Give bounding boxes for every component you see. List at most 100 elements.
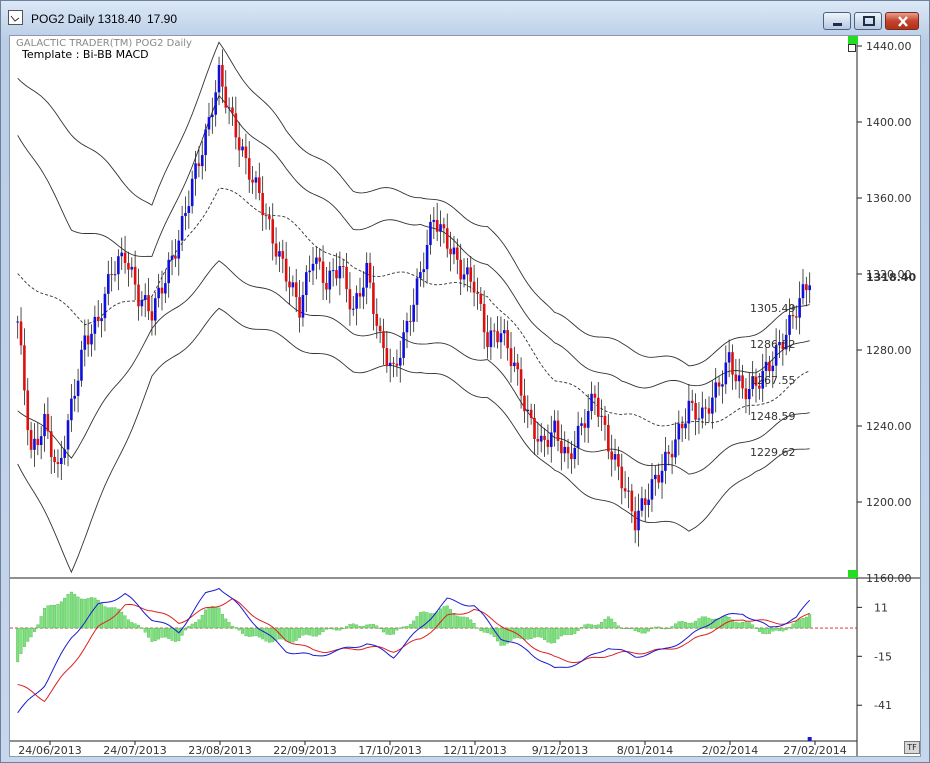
macd-histogram-bar [804,616,808,629]
macd-histogram-bar [657,626,661,629]
panel-options-icon[interactable] [848,44,856,52]
macd-histogram-bar [375,625,379,629]
macd-histogram-bar [392,627,395,635]
candle-body [808,285,811,291]
candle-body [476,292,479,294]
macd-histogram-bar [610,618,614,629]
macd-histogram-bar [731,619,734,629]
macd-histogram-bar [53,604,57,629]
candle-body [301,295,305,318]
candle-body [385,348,389,367]
macd-histogram-bar [385,627,389,635]
candle-body [650,479,654,500]
candle-body [425,244,429,270]
macd-histogram-bar [153,627,157,642]
macd-histogram-bar [284,627,288,642]
macd-histogram-bar [123,615,127,629]
bb-mid-line [17,187,810,427]
candle-body [345,266,348,290]
macd-histogram-bar [499,627,503,646]
time-tick-label: 9/12/2013 [532,744,588,756]
candle-body [415,278,419,305]
candle-body [711,397,714,414]
macd-histogram-bar [190,623,194,629]
candle-body [496,331,499,343]
candle-body [402,332,405,358]
macd-histogram-bar [311,627,315,637]
macd-tick-label: 11 [874,601,888,614]
macd-histogram-bar [486,627,489,634]
candle-body [469,267,473,282]
macd-histogram-bar [482,627,486,633]
candle-body [583,423,587,428]
candle-body [180,216,184,241]
candle-body [258,177,261,194]
macd-histogram-bar [227,622,231,629]
candle-body [721,384,724,387]
macd-histogram-bar [244,627,248,637]
candle-body [66,420,70,450]
macd-histogram-bar [264,627,268,642]
maximize-button[interactable] [854,12,882,30]
candle-body [603,415,607,425]
macd-histogram-bar [338,627,342,631]
timeframe-button[interactable]: TF [904,741,920,754]
candle-body [486,332,489,348]
candle-body [502,330,506,334]
macd-histogram-bar [22,627,26,647]
candle-body [362,287,365,297]
macd-histogram-bar [157,627,161,640]
macd-histogram-bar [741,621,745,629]
macd-histogram-bar [808,614,812,629]
scale-handle-divider[interactable] [848,570,858,578]
macd-histogram-bar [254,627,258,637]
macd-histogram-bar [214,606,218,629]
candle-body [459,259,462,280]
candle-body [553,420,556,433]
chart-svg[interactable]: 1440.00 1400.00 1360.00 1320.00 1280.00 1240.… [10,36,920,756]
bb-outer-lower [17,307,810,574]
title-bar[interactable]: POG2 Daily 1318.40 17.90 [1,1,929,35]
candle-body [113,274,117,276]
macd-histogram-bar [600,622,604,629]
candle-body [690,400,694,404]
macd-histogram-bar [83,599,87,629]
macd-histogram-bar [210,606,214,629]
macd-histogram-bar [19,627,23,654]
candle-body [43,414,46,437]
price-tick-label: 1440.00 [866,40,912,53]
macd-histogram-bar [576,627,580,631]
macd-histogram-bar [36,624,40,629]
candle-body [533,417,536,439]
candle-body [640,498,644,511]
close-button[interactable] [885,12,919,30]
macd-histogram-bar [623,627,627,630]
candle-body [355,293,358,309]
macd-histogram-bar [103,606,107,629]
macd-histogram-bar [556,627,560,640]
macd-histogram-bar [522,627,526,640]
candle-body [744,388,748,400]
candle-body [647,499,650,505]
macd-histogram-bar [764,627,768,635]
macd-histogram-bar [422,611,426,629]
candle-body [392,362,395,364]
price-tick-label: 1320.00 [866,268,912,281]
candle-body [774,345,778,366]
macd-histogram-bar [653,626,657,629]
candle-body [637,510,640,531]
candle-body [449,248,452,255]
macd-histogram-bar [197,619,201,629]
candle-body [237,137,241,151]
candle-body [153,298,157,321]
candle-body [83,335,87,350]
macd-histogram-bar [583,624,587,629]
candle-body [234,113,238,138]
macd-histogram-bar [633,627,637,631]
candle-body [768,361,771,372]
candle-body [747,389,751,400]
minimize-button[interactable] [823,12,851,30]
chart-canvas[interactable]: 1440.00 1400.00 1360.00 1320.00 1280.00 1240.… [9,35,921,757]
scale-handle-top[interactable] [848,36,858,44]
macd-histogram-bar [455,615,459,629]
